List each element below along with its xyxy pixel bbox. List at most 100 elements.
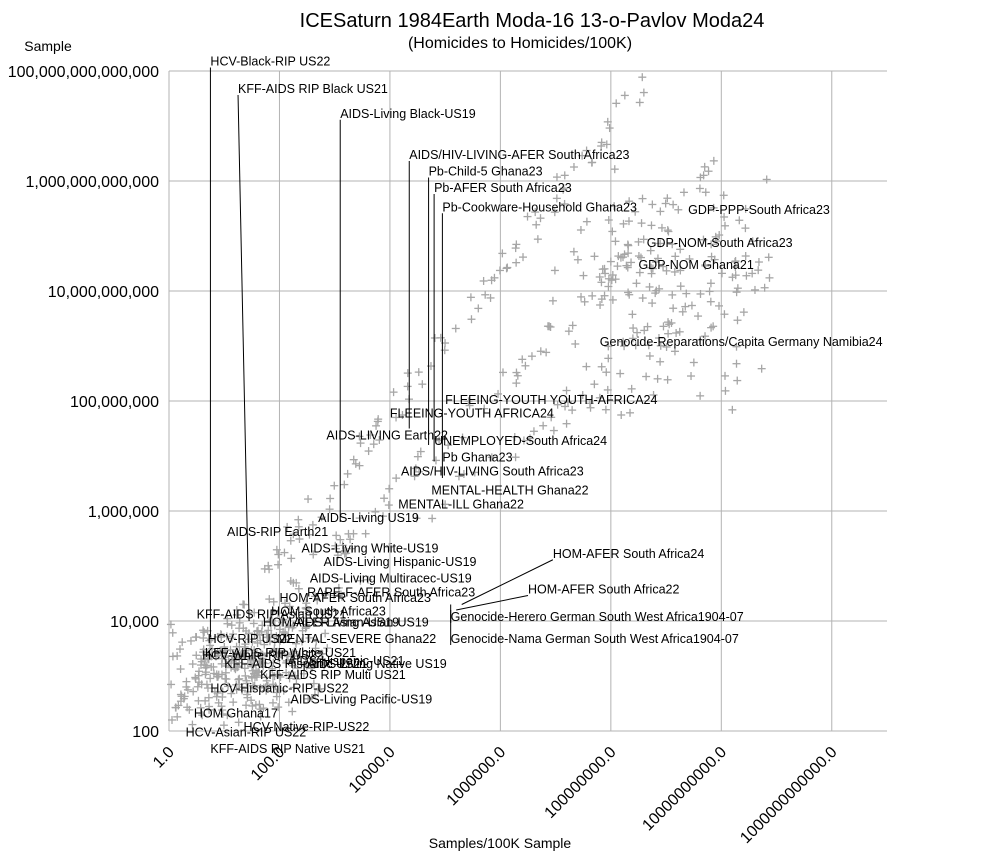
data-point (748, 269, 757, 278)
data-point (403, 369, 412, 378)
data-point (696, 289, 705, 298)
data-point (664, 227, 673, 236)
annotation-label: AIDS/HIV-LIVING-AFER South Africa23 (409, 148, 629, 162)
data-point (283, 522, 292, 531)
data-point (645, 351, 654, 360)
data-point (305, 633, 314, 642)
data-point (259, 659, 268, 668)
data-point (721, 371, 730, 380)
data-point (529, 427, 538, 436)
data-point (294, 522, 303, 531)
data-point (201, 670, 210, 679)
annotation-label: FLEEING-YOUTH YOUTH-AFRICA24 (445, 393, 657, 407)
annotation-label: HOM-AFER Asian-US19 (263, 616, 399, 630)
data-point (188, 660, 197, 669)
data-point (413, 452, 422, 461)
data-point (519, 253, 528, 262)
data-point (292, 675, 301, 684)
data-point (444, 441, 453, 450)
data-point (237, 683, 246, 692)
data-point (543, 322, 552, 331)
data-point (298, 626, 307, 635)
data-point (197, 680, 206, 689)
data-point (201, 696, 210, 705)
data-point (325, 505, 334, 514)
data-point (307, 664, 316, 673)
data-point (269, 658, 278, 667)
data-point (235, 658, 244, 667)
data-point (239, 600, 248, 609)
data-point (241, 646, 250, 655)
data-point (232, 611, 241, 620)
data-point (595, 272, 604, 281)
data-point (560, 171, 569, 180)
data-point (682, 289, 691, 298)
data-point (601, 405, 610, 414)
data-point (653, 254, 662, 263)
data-point (268, 664, 277, 673)
data-point (308, 663, 317, 672)
data-point (704, 167, 713, 176)
data-point (314, 685, 323, 694)
data-point (309, 679, 318, 688)
data-point (214, 670, 223, 679)
data-point (213, 632, 222, 641)
data-point (732, 288, 741, 297)
annotation-label: KFF-AIDS RIP Asian US21 (197, 607, 347, 621)
data-point (270, 638, 279, 647)
data-point (741, 224, 750, 233)
annotation-label: AIDS-RIP Earth21 (227, 525, 328, 539)
annotation-label: HOM-AFER South Africa23 (279, 591, 430, 605)
data-point (289, 621, 298, 630)
data-point (562, 386, 571, 395)
data-point (451, 324, 460, 333)
data-point (269, 680, 278, 689)
annotation-leader (461, 559, 554, 605)
data-point (720, 212, 729, 221)
data-point (192, 651, 201, 660)
data-point (228, 651, 237, 660)
annotation-label: AIDS-Living Multiracec-US19 (310, 572, 472, 586)
data-point (268, 698, 277, 707)
data-point (285, 674, 294, 683)
data-point (608, 271, 617, 280)
annotation-label: AIDS-Living Asian-US19 (293, 616, 429, 630)
data-point (719, 191, 728, 200)
data-point (299, 669, 308, 678)
annotation-label: HOM-AFER South Africa24 (553, 547, 704, 561)
data-point (235, 674, 244, 683)
data-point (586, 403, 595, 412)
data-point (612, 99, 621, 108)
data-point (647, 221, 656, 230)
annotation-label: KFF-AIDS Hispanic US21 (224, 657, 367, 671)
data-point (754, 258, 763, 267)
data-point (302, 661, 311, 670)
data-point (286, 536, 295, 545)
data-point (269, 597, 278, 606)
data-point (562, 419, 571, 428)
data-point (604, 282, 613, 291)
data-point (664, 329, 673, 338)
data-point (347, 544, 356, 553)
y-tick-label: 10,000,000,000 (48, 284, 159, 301)
data-point (679, 188, 688, 197)
data-point (334, 583, 343, 592)
data-point (580, 297, 589, 306)
data-point (311, 592, 320, 601)
data-point (340, 480, 349, 489)
data-point (349, 455, 358, 464)
data-point (227, 689, 236, 698)
data-point (410, 472, 419, 481)
data-point (293, 664, 302, 673)
data-point (503, 263, 512, 272)
data-point (279, 686, 288, 695)
data-point (733, 376, 742, 385)
data-point (669, 304, 678, 313)
data-point (207, 652, 216, 661)
data-point (474, 304, 483, 313)
data-point (561, 402, 570, 411)
data-point (479, 276, 488, 285)
data-point (241, 671, 250, 680)
x-tick-label: 10000000000.0 (639, 744, 730, 835)
data-point (316, 684, 325, 693)
